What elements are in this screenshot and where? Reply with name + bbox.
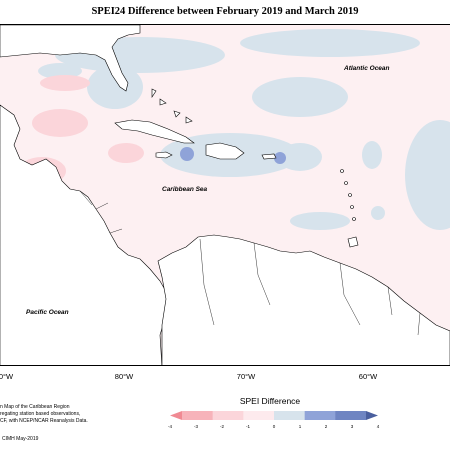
land-antilles-4 (350, 205, 354, 209)
pink-patch-north (40, 75, 90, 91)
land-antilles-2 (344, 181, 348, 185)
legend-label-6: 2 (324, 424, 328, 429)
blue-patch-florida (87, 65, 143, 109)
credit-footer: CIMH May-2019 (2, 436, 39, 442)
land-bahamas-1 (151, 88, 157, 98)
caribbean-sea-label: Caribbean Sea (162, 186, 208, 193)
legend-segment-1 (182, 411, 213, 420)
land-antilles-5 (352, 217, 356, 221)
legend-segment-6 (335, 411, 367, 420)
blue-patch-south (290, 212, 350, 230)
legend-label-5: 1 (298, 424, 302, 429)
legend-segment-5 (304, 411, 336, 420)
legend-segment-7 (366, 411, 378, 420)
land-bahamas-4 (185, 116, 193, 124)
land-antilles-1 (340, 169, 344, 173)
blue-patch-north-atlantic (240, 29, 420, 57)
land-south-america (157, 234, 450, 365)
land-bahamas-3 (173, 110, 181, 118)
legend-segment-2 (212, 411, 244, 420)
legend-title: SPEI Difference (239, 396, 301, 406)
blue-patch-puerto-rico (278, 143, 322, 171)
land-north-america (0, 25, 141, 92)
land-bahamas-2 (159, 98, 167, 106)
legend-label-8: 4 (376, 424, 380, 429)
land-cuba (114, 119, 195, 144)
pink-patch-cayman (108, 143, 144, 163)
land-hispaniola (205, 142, 245, 160)
legend-colorbar (170, 411, 378, 420)
map-title: SPEI24 Difference between February 2019 … (91, 6, 359, 17)
borders (79, 190, 421, 336)
blue-patch-trinidad (371, 206, 385, 220)
land-antilles-3 (348, 193, 352, 197)
land-jamaica (155, 151, 173, 159)
atlantic-ocean-label: Atlantic Ocean (344, 65, 390, 72)
lon-tick-90w: 0°W (0, 372, 14, 381)
blue-patch-windward (362, 141, 382, 169)
blue-patch-west (38, 63, 82, 79)
legend-label-1: -3 (193, 424, 199, 429)
legend-label-0: -4 (167, 424, 173, 429)
blue-patch-east (405, 120, 450, 230)
map-svg (0, 25, 450, 365)
legend-segment-4 (274, 411, 305, 420)
medium-blue-haiti (180, 147, 194, 161)
legend-label-4: 0 (272, 424, 276, 429)
blue-patch-bahamas-east (252, 77, 348, 117)
lon-tick-60w: 60°W (358, 372, 378, 381)
legend-segment-3 (243, 411, 275, 420)
lon-tick-70w: 70°W (236, 372, 256, 381)
credit-line-2: regating station based observations, (0, 411, 81, 417)
legend-segment-0 (170, 411, 182, 420)
land-puerto-rico (261, 153, 277, 160)
medium-blue-pr (274, 152, 286, 164)
land (0, 25, 450, 365)
legend-label-7: 3 (350, 424, 354, 429)
lon-tick-80w: 80°W (114, 372, 134, 381)
credit-line-3: CF, with NCEP/NCAR Reanalysis Data. (0, 418, 88, 424)
map-frame: Atlantic Ocean Caribbean Sea Pacific Oce… (0, 24, 450, 366)
legend-label-3: -1 (245, 424, 251, 429)
land-mexico-central-america (0, 104, 169, 365)
pacific-ocean-label: Pacific Ocean (26, 309, 69, 316)
land-trinidad (347, 236, 359, 248)
legend-label-2: -2 (219, 424, 225, 429)
anomaly-patches (18, 29, 450, 230)
pink-patch-gulf (32, 109, 88, 137)
credit-line-1: n Map of the Caribbean Region (0, 404, 70, 410)
